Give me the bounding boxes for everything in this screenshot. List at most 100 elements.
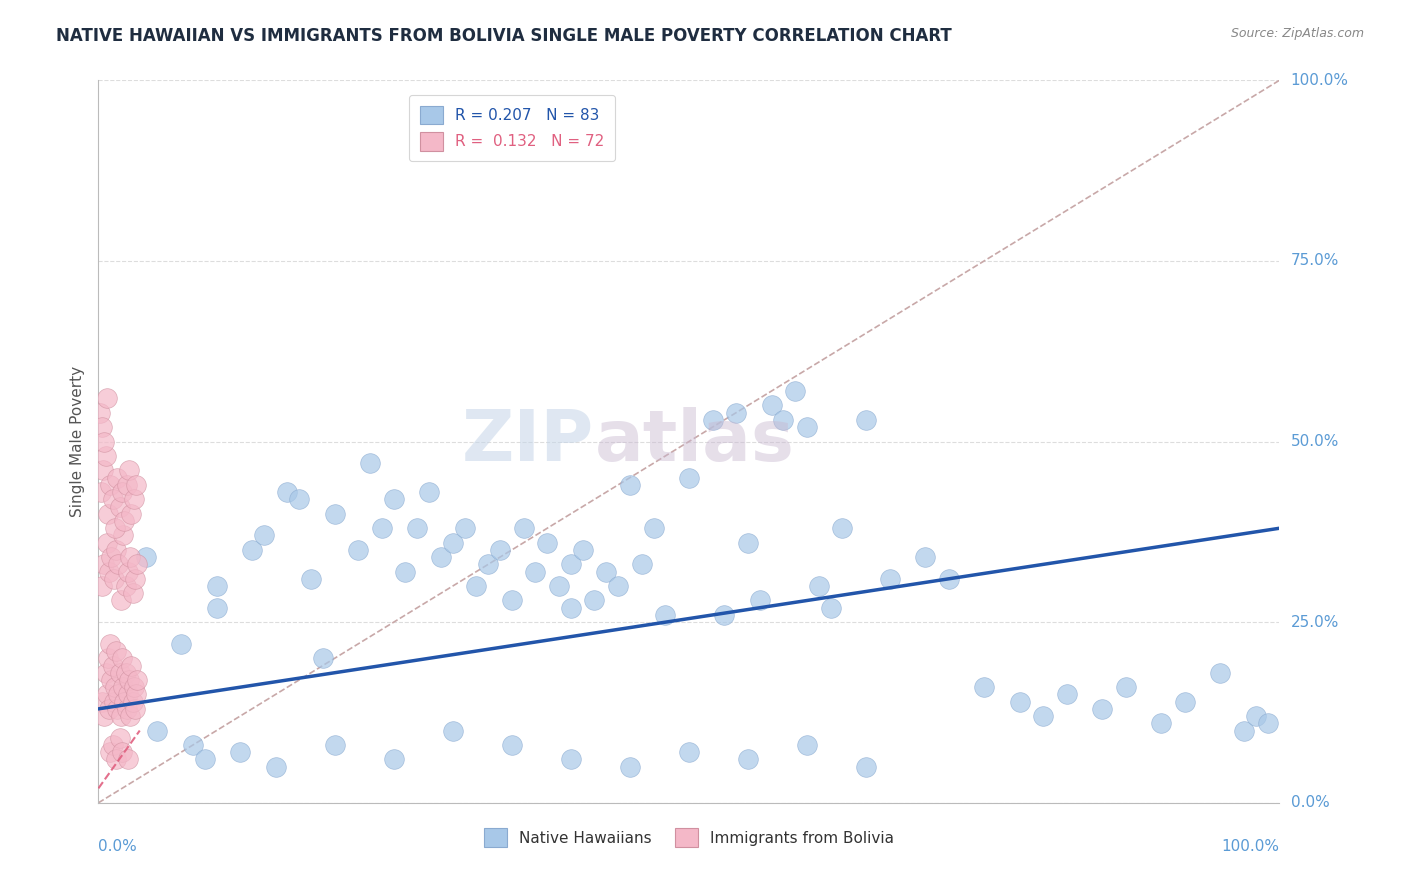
Point (276, 485, 298, 500)
Point (120, 550, 142, 565)
Point (104, 680, 127, 694)
Point (89, 406, 111, 420)
Point (820, 600, 842, 615)
Point (97, 507, 120, 521)
Point (560, 558, 582, 572)
Point (98, 478, 121, 492)
Point (1056, 687, 1078, 701)
Point (146, 723, 169, 738)
Point (489, 542, 512, 557)
Point (103, 695, 125, 709)
Point (312, 651, 335, 665)
Point (121, 695, 143, 709)
Point (110, 709, 132, 723)
Point (879, 572, 901, 586)
Point (122, 492, 145, 507)
Point (288, 492, 311, 507)
Point (127, 558, 149, 572)
Point (678, 470, 700, 484)
Point (98, 565, 121, 579)
Point (501, 593, 523, 607)
Point (796, 420, 818, 434)
Point (477, 558, 499, 572)
Point (105, 542, 128, 557)
Point (441, 723, 464, 738)
Legend: Native Hawaiians, Immigrants from Bolivia: Native Hawaiians, Immigrants from Bolivi… (478, 822, 900, 853)
Point (441, 535, 464, 549)
Text: 75.0%: 75.0% (1291, 253, 1339, 268)
Point (170, 637, 193, 651)
Point (571, 542, 593, 557)
Point (112, 680, 135, 694)
Point (371, 521, 394, 535)
Point (418, 485, 440, 500)
Point (796, 738, 818, 752)
Point (501, 738, 523, 752)
Point (654, 607, 676, 622)
Point (108, 731, 131, 745)
Point (607, 579, 630, 593)
Point (536, 535, 558, 549)
Point (855, 413, 877, 427)
Point (105, 644, 128, 658)
Text: NATIVE HAWAIIAN VS IMMIGRANTS FROM BOLIVIA SINGLE MALE POVERTY CORRELATION CHART: NATIVE HAWAIIAN VS IMMIGRANTS FROM BOLIV… (56, 27, 952, 45)
Point (761, 398, 783, 412)
Point (103, 572, 125, 586)
Point (93, 434, 115, 449)
Point (122, 680, 145, 694)
Point (120, 709, 142, 723)
Point (101, 658, 124, 673)
Point (93, 558, 115, 572)
Point (229, 745, 252, 759)
Point (135, 550, 157, 565)
Point (111, 485, 134, 500)
Point (94, 665, 117, 680)
Point (465, 579, 488, 593)
Point (127, 673, 149, 687)
Point (104, 521, 127, 535)
Point (111, 651, 134, 665)
Point (524, 565, 547, 579)
Point (101, 738, 124, 752)
Point (125, 687, 148, 701)
Point (98, 637, 121, 651)
Point (114, 665, 136, 680)
Point (94, 449, 117, 463)
Point (619, 478, 641, 492)
Text: 25.0%: 25.0% (1291, 615, 1339, 630)
Point (181, 738, 204, 752)
Point (1008, 695, 1031, 709)
Point (359, 456, 381, 470)
Point (98, 745, 121, 759)
Point (240, 542, 263, 557)
Text: 0.0%: 0.0% (1291, 796, 1329, 810)
Point (1244, 709, 1267, 723)
Text: 50.0%: 50.0% (1291, 434, 1339, 449)
Point (583, 593, 606, 607)
Point (394, 565, 416, 579)
Point (938, 572, 960, 586)
Point (107, 687, 129, 701)
Point (785, 384, 807, 398)
Point (748, 593, 770, 607)
Point (91, 579, 114, 593)
Point (112, 514, 135, 528)
Point (96, 687, 118, 701)
Point (430, 550, 453, 565)
Point (121, 586, 143, 600)
Point (117, 752, 139, 766)
Point (737, 752, 759, 766)
Point (205, 600, 228, 615)
Point (91, 695, 114, 709)
Text: atlas: atlas (595, 407, 794, 476)
Point (1209, 665, 1232, 680)
Point (643, 521, 665, 535)
Point (914, 550, 936, 565)
Point (1091, 702, 1114, 716)
Point (100, 673, 122, 687)
Point (264, 760, 287, 774)
Point (1233, 723, 1256, 738)
Point (105, 702, 128, 716)
Point (98, 702, 121, 716)
Point (108, 500, 131, 514)
